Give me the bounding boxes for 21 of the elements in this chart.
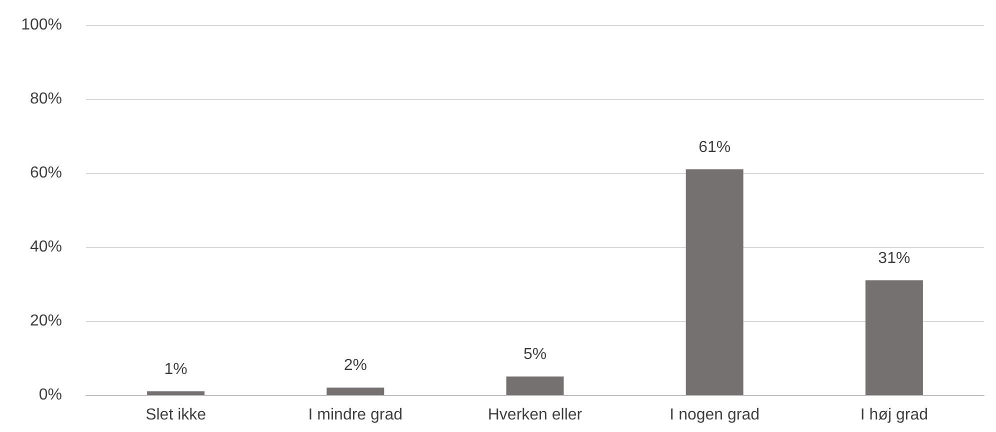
bar xyxy=(686,169,744,395)
y-tick-label: 80% xyxy=(30,90,62,108)
data-label: 5% xyxy=(523,346,547,363)
data-label: 2% xyxy=(344,357,367,374)
bar xyxy=(506,376,564,395)
data-label: 1% xyxy=(164,360,188,378)
x-tick-label: I nogen grad xyxy=(670,406,760,424)
bar xyxy=(147,391,205,395)
x-tick-label: I mindre grad xyxy=(308,406,403,424)
data-label: 61% xyxy=(698,138,731,156)
data-label: 31% xyxy=(878,250,910,267)
x-tick-label: Slet ikke xyxy=(146,406,206,424)
y-tick-label: 60% xyxy=(30,164,62,182)
x-tick-label: I høj grad xyxy=(860,406,928,424)
y-tick-label: 0% xyxy=(38,386,62,404)
y-tick-label: 40% xyxy=(30,238,62,256)
y-tick-label: 100% xyxy=(21,16,62,34)
y-tick-label: 20% xyxy=(30,312,62,330)
bar xyxy=(865,280,923,395)
bar xyxy=(326,388,384,395)
x-tick-label: Hverken eller xyxy=(488,406,583,424)
